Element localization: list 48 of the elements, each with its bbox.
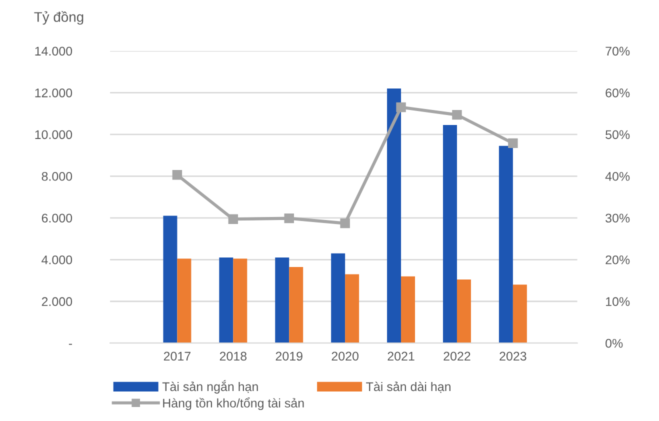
bar: [401, 276, 416, 344]
bar: [275, 258, 290, 344]
y-tick-label: 14.000: [35, 46, 72, 56]
y2-tick-label: 50%: [606, 130, 630, 140]
legend-label: Hàng tồn kho/tổng tài sản: [163, 397, 304, 410]
y2-tick-label: 60%: [606, 88, 630, 98]
x-tick-label: 2018: [220, 352, 247, 361]
bar: [331, 253, 346, 344]
y-tick-label: 4.000: [42, 255, 72, 264]
point: [228, 214, 238, 224]
bar: [233, 258, 248, 344]
y2-tick-label: 70%: [606, 46, 630, 56]
x-tick-label: 2017: [164, 352, 190, 361]
point: [452, 110, 462, 120]
y-tick-label: -: [68, 344, 72, 345]
y2-tick-label: 10%: [606, 297, 630, 306]
x-tick-label: 2022: [444, 352, 470, 361]
bar: [456, 279, 471, 344]
bar: [289, 266, 304, 344]
point: [340, 218, 350, 228]
y-tick-label: 12.000: [35, 88, 72, 98]
bar: [345, 274, 360, 344]
y-tick-label: 2.000: [42, 297, 72, 306]
x-tick-label: 2023: [500, 352, 526, 361]
bar: [512, 284, 527, 344]
bar: [387, 88, 402, 344]
x-tick-label: 2021: [388, 352, 414, 361]
x-tick-label: 2019: [276, 352, 302, 361]
point: [396, 102, 406, 112]
y2-tick-label: 0%: [606, 338, 623, 348]
point: [172, 170, 182, 180]
y-tick-label: 6.000: [42, 214, 72, 223]
y2-tick-label: 30%: [606, 214, 630, 223]
bar: [442, 125, 457, 344]
y2-tick-label: 20%: [606, 255, 630, 264]
legend-label: Tài sản dài hạn: [366, 382, 450, 393]
point: [508, 138, 518, 148]
point: [284, 213, 294, 224]
y-tick-label: 8.000: [42, 172, 72, 181]
bar: [219, 258, 234, 344]
bar: [498, 146, 513, 344]
bar: [177, 258, 192, 344]
bar: [163, 216, 178, 344]
x-tick-label: 2020: [332, 352, 358, 361]
y-tick-label: 10.000: [35, 130, 72, 140]
legend-label: Tài sản ngắn hạn: [162, 380, 258, 394]
y-axis-title: Tỷ đồng: [34, 11, 84, 25]
y2-tick-label: 40%: [605, 172, 630, 181]
